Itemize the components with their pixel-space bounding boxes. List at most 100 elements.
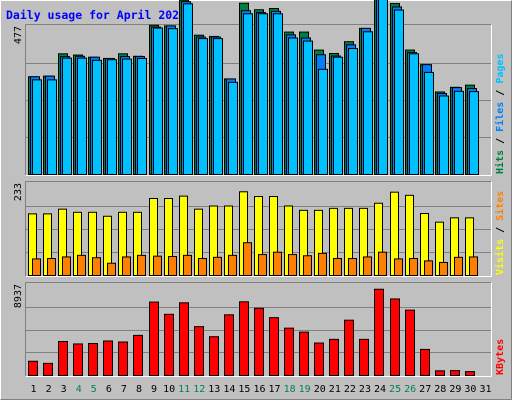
bar-sites-day-20 [318, 252, 327, 276]
bar-kbytes-day-14 [224, 314, 234, 376]
bar-pages-day-3 [62, 57, 72, 176]
bar-kbytes-day-16 [254, 307, 264, 376]
x-axis-tick-labels: 1 2 3 4 5 6 7 8 9 10 11 12 13 14 15 16 17 18 19 20 21 22 23 24 2… [31, 384, 492, 395]
panel-visits: 233 Visits / Sites [13, 181, 506, 277]
bar-sites-day-6 [107, 262, 116, 276]
bar-kbytes-day-15 [239, 301, 249, 376]
bar-sites-day-29 [454, 256, 463, 277]
x-tick-label-3: 3 [61, 384, 67, 395]
panel-hits: 477 Hits / Files / Pages [13, 0, 506, 176]
bar-kbytes-day-30 [465, 371, 475, 377]
bar-kbytes-day-29 [450, 370, 460, 377]
bar-pages-day-30 [469, 91, 479, 175]
bar-kbytes-day-17 [269, 317, 279, 376]
x-tick-label-13: 13 [208, 384, 220, 395]
bar-pages-day-9 [153, 27, 163, 176]
bar-sites-day-12 [198, 258, 207, 276]
bar-sites-day-4 [77, 254, 86, 276]
x-tick-label-6: 6 [106, 384, 112, 395]
bar-kbytes-day-25 [390, 298, 400, 376]
x-tick-label-10: 10 [163, 384, 175, 395]
bar-pages-day-24 [378, 0, 388, 175]
x-tick-label-30: 30 [464, 384, 476, 395]
x-tick-label-26: 26 [404, 384, 416, 395]
bar-kbytes-day-4 [73, 343, 83, 377]
bar-pages-day-12 [198, 38, 208, 175]
bar-pages-day-28 [439, 95, 449, 175]
chart-title: Daily usage for April 2020 [6, 8, 186, 22]
legend-item-files: Files [494, 102, 506, 132]
bar-sites-day-27 [424, 260, 433, 277]
bar-pages-day-17 [273, 13, 283, 176]
bar-kbytes-day-8 [133, 334, 143, 376]
bar-kbytes-day-3 [58, 340, 68, 376]
x-tick-label-22: 22 [344, 384, 356, 395]
x-tick-label-16: 16 [253, 384, 265, 395]
x-tick-label-29: 29 [449, 384, 461, 395]
bar-kbytes-day-6 [103, 340, 113, 377]
bar-kbytes-day-1 [28, 360, 38, 377]
bar-sites-day-14 [228, 254, 237, 276]
x-tick-label-18: 18 [284, 384, 296, 395]
x-tick-label-14: 14 [223, 384, 235, 395]
bar-sites-day-16 [258, 254, 267, 277]
bar-kbytes-day-18 [284, 327, 294, 376]
bar-sites-day-3 [62, 256, 71, 276]
bar-sites-day-13 [213, 256, 222, 277]
legend-visits: Visits / Sites [494, 191, 506, 275]
bar-pages-day-21 [333, 56, 343, 175]
bar-pages-day-14 [228, 81, 238, 175]
bar-sites-day-2 [47, 258, 56, 276]
bar-kbytes-day-26 [405, 309, 415, 376]
bar-sites-day-7 [122, 256, 131, 276]
bar-kbytes-day-19 [299, 331, 309, 376]
x-tick-label-2: 2 [46, 384, 52, 395]
x-tick-label-5: 5 [91, 384, 97, 395]
legend-item-sites: Sites [494, 191, 506, 221]
bar-sites-day-15 [243, 242, 252, 276]
x-tick-label-1: 1 [31, 384, 37, 395]
bar-kbytes-day-20 [314, 342, 324, 377]
y-max-label-kbytes: 8937 [13, 284, 24, 308]
bar-sites-day-28 [439, 261, 448, 277]
bar-kbytes-day-9 [149, 301, 159, 377]
bar-kbytes-day-21 [329, 338, 339, 376]
bar-sites-day-5 [92, 257, 101, 276]
legend-hits: Hits / Files / Pages [494, 54, 506, 174]
x-tick-label-4: 4 [76, 384, 82, 395]
bar-pages-day-22 [348, 48, 358, 175]
x-tick-label-9: 9 [151, 384, 157, 395]
bar-sites-day-25 [394, 258, 403, 277]
bar-pages-day-7 [122, 58, 132, 176]
x-tick-label-20: 20 [314, 384, 326, 395]
bar-kbytes-day-7 [118, 341, 128, 376]
bar-pages-day-29 [454, 90, 464, 175]
legend-item-hits: Hits [494, 150, 506, 174]
bar-sites-day-26 [409, 258, 418, 276]
bar-pages-day-8 [137, 57, 147, 176]
bar-kbytes-day-2 [43, 362, 53, 377]
x-tick-label-17: 17 [269, 384, 281, 395]
bar-kbytes-day-13 [209, 336, 219, 377]
x-tick-label-21: 21 [329, 384, 341, 395]
bar-pages-day-23 [363, 31, 373, 176]
bar-pages-day-15 [243, 13, 253, 176]
bar-sites-day-24 [378, 251, 387, 276]
legend-separator: / [495, 221, 506, 239]
y-max-label-visits: 233 [13, 183, 24, 201]
bar-sites-day-9 [153, 255, 162, 277]
bar-sites-day-21 [333, 258, 342, 276]
bar-kbytes-day-11 [179, 302, 189, 377]
bar-pages-day-13 [213, 38, 223, 175]
x-tick-label-24: 24 [374, 384, 386, 395]
x-tick-label-7: 7 [121, 384, 127, 395]
legend-item-visits: Visits [494, 239, 506, 275]
bar-pages-day-18 [288, 37, 298, 175]
x-tick-label-12: 12 [193, 384, 205, 395]
bar-kbytes-day-23 [359, 338, 369, 376]
bar-sites-day-19 [303, 255, 312, 276]
bar-kbytes-day-22 [344, 319, 354, 376]
legend-separator: / [495, 84, 506, 102]
bar-pages-day-2 [47, 79, 57, 175]
